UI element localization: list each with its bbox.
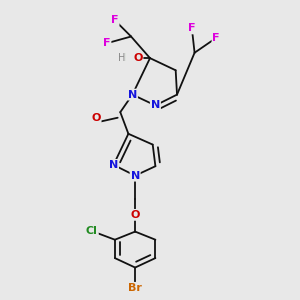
Text: N: N <box>130 171 140 181</box>
Text: N: N <box>109 160 118 170</box>
Text: Cl: Cl <box>86 226 98 236</box>
Text: F: F <box>212 33 220 43</box>
Text: N: N <box>128 90 137 100</box>
Text: F: F <box>103 38 110 48</box>
Text: H: H <box>118 53 126 63</box>
Text: H: H <box>118 53 125 63</box>
Text: F: F <box>111 15 118 25</box>
Text: N: N <box>151 100 160 110</box>
Text: Br: Br <box>128 283 142 293</box>
Text: O: O <box>130 210 140 220</box>
Text: F: F <box>188 23 196 33</box>
Text: O: O <box>133 53 142 63</box>
Text: O: O <box>91 112 101 123</box>
